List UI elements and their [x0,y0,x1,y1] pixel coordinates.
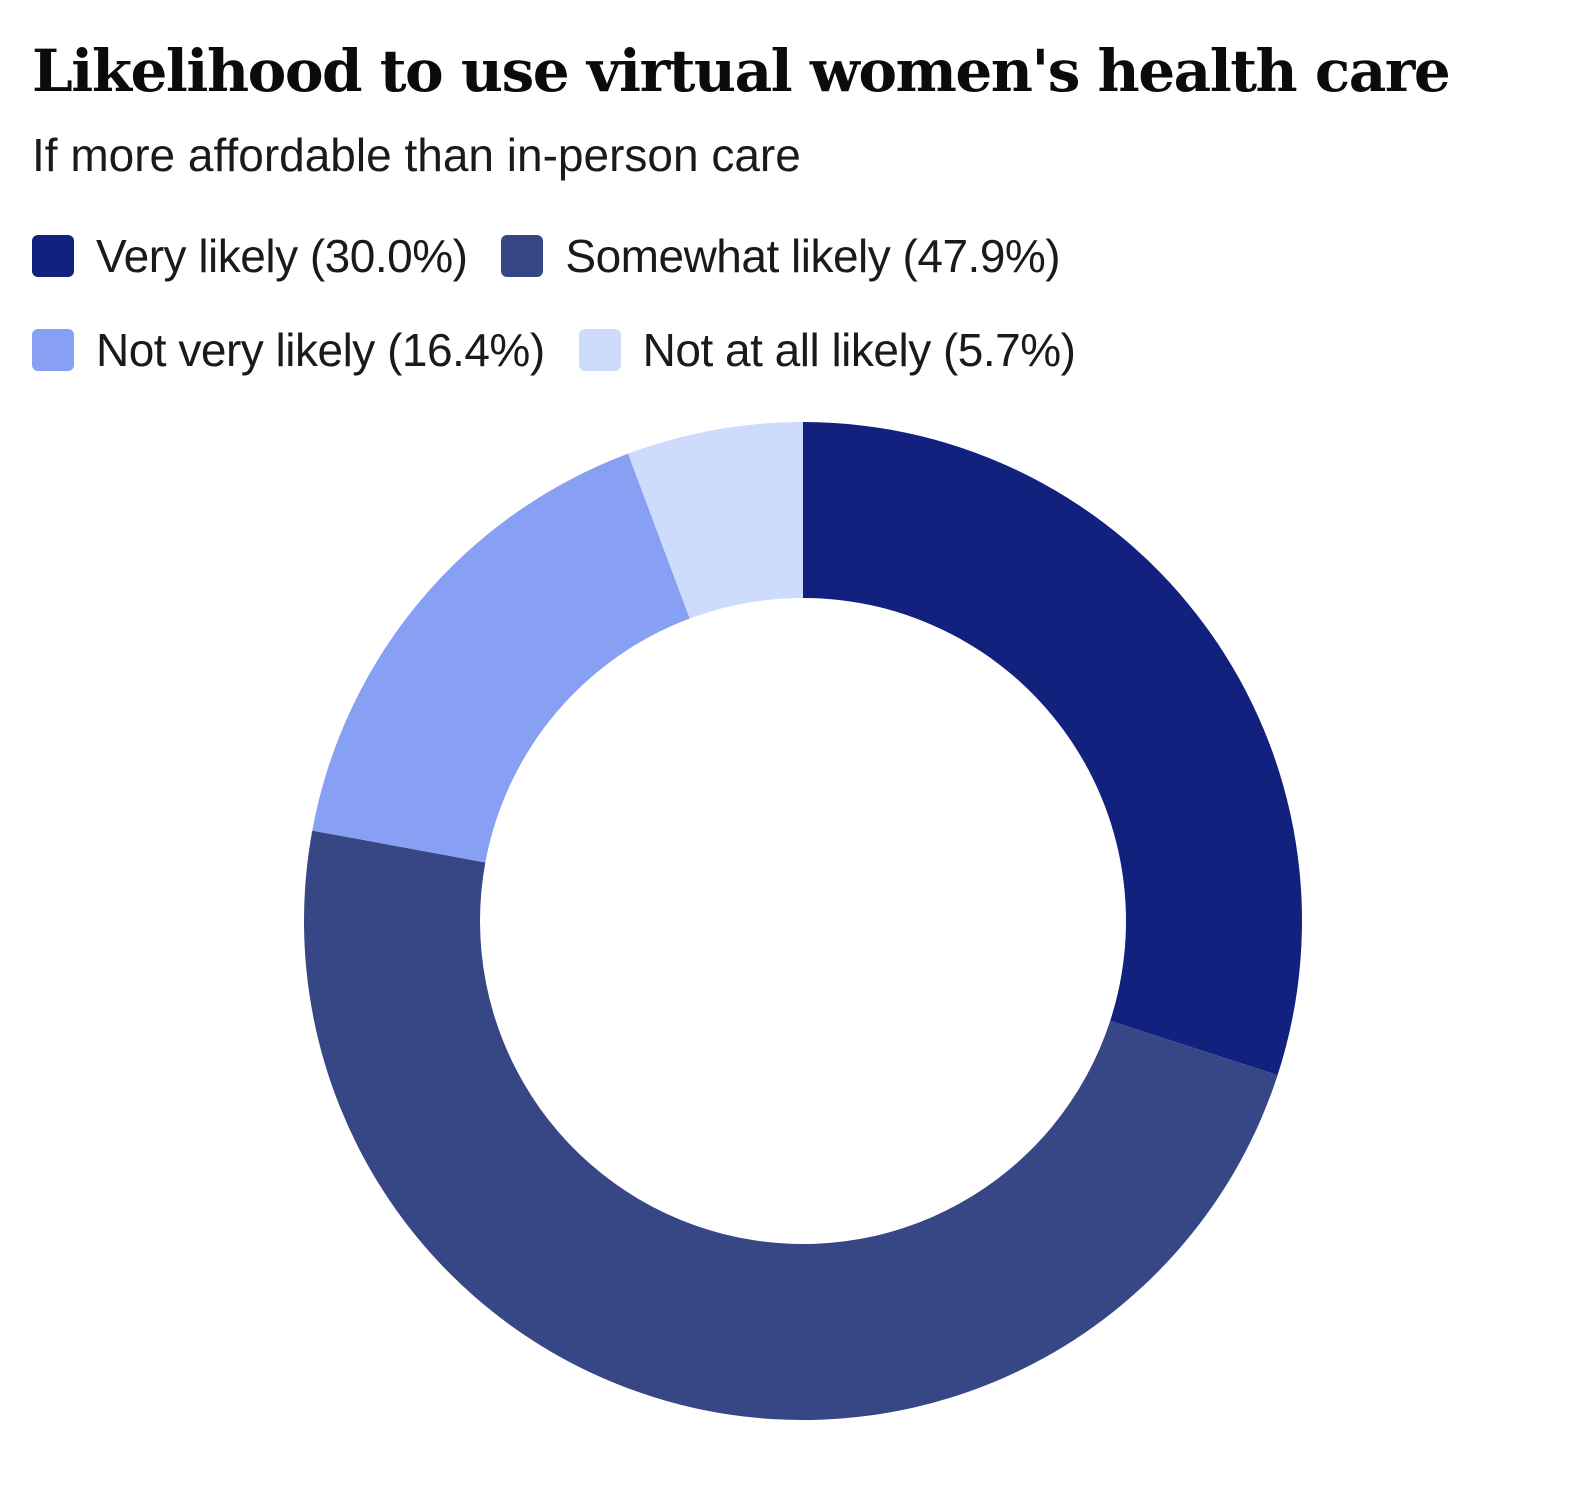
chart-legend: Very likely (30.0%) Somewhat likely (47.… [32,224,1532,382]
chart-title: Likelihood to use virtual women's health… [32,37,1451,105]
legend-label-very-likely: Very likely (30.0%) [96,230,468,282]
legend-item-not-very-likely[interactable]: Not very likely (16.4%) [32,318,545,382]
legend-label-not-very-likely: Not very likely (16.4%) [96,324,545,376]
legend-label-somewhat-likely: Somewhat likely (47.9%) [565,230,1061,282]
donut-slice-not-at-all-likely[interactable] [628,422,803,619]
legend-item-not-at-all-likely[interactable]: Not at all likely (5.7%) [578,318,1076,382]
legend-item-very-likely[interactable]: Very likely (30.0%) [32,224,468,288]
donut-slice-very-likely[interactable] [803,422,1302,1076]
legend-item-somewhat-likely[interactable]: Somewhat likely (47.9%) [501,224,1061,288]
legend-swatch-not-at-all-likely [578,329,621,371]
legend-swatch-somewhat-likely [501,235,544,277]
legend-swatch-very-likely [32,235,74,277]
donut-slice-somewhat-likely[interactable] [304,830,1278,1420]
chart-subtitle: If more affordable than in-person care [32,129,801,181]
legend-label-not-at-all-likely: Not at all likely (5.7%) [642,324,1076,376]
legend-swatch-not-very-likely [32,329,74,371]
donut-slice-not-very-likely[interactable] [312,453,690,863]
